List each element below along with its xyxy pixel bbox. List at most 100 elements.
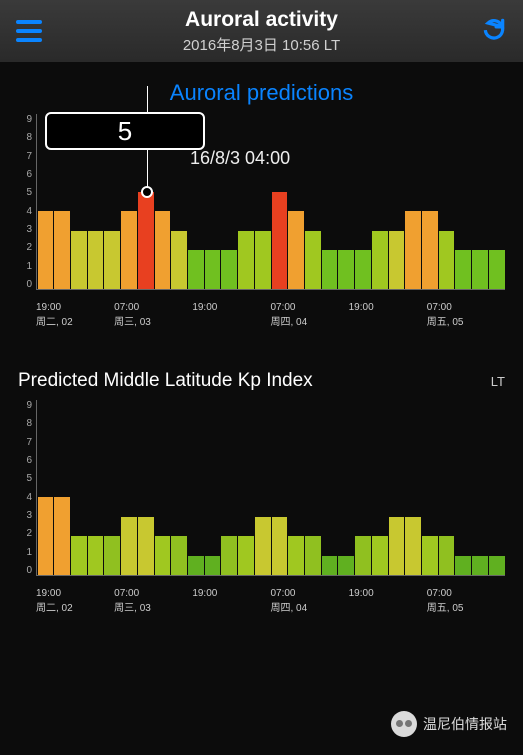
bar bbox=[422, 211, 438, 289]
bar bbox=[372, 536, 388, 575]
bar bbox=[372, 231, 388, 289]
y-tick: 1 bbox=[14, 547, 32, 558]
bar bbox=[405, 211, 421, 289]
bar bbox=[188, 250, 204, 289]
bar bbox=[305, 231, 321, 289]
x-label: 07:00周五, 05 bbox=[427, 302, 505, 328]
y-tick: 0 bbox=[14, 565, 32, 576]
y-tick: 7 bbox=[14, 437, 32, 448]
chart2-lt-label: LT bbox=[491, 374, 505, 389]
bar bbox=[439, 536, 455, 575]
chart2-x-labels: 19:00周二, 0207:00周三, 0319:0007:00周四, 0419… bbox=[36, 588, 505, 614]
bar bbox=[88, 536, 104, 575]
bar bbox=[88, 231, 104, 289]
bar bbox=[389, 517, 405, 575]
x-label: 19:00周二, 02 bbox=[36, 588, 114, 614]
bar bbox=[38, 211, 54, 289]
bar bbox=[205, 556, 221, 575]
tooltip-value: 5 bbox=[118, 116, 132, 147]
bar bbox=[238, 231, 254, 289]
chart2[interactable]: 0123456789 19:00周二, 0207:00周三, 0319:0007… bbox=[18, 400, 505, 600]
x-label: 19:00周二, 02 bbox=[36, 302, 114, 328]
crosshair-tooltip: 5 bbox=[45, 112, 205, 150]
bar bbox=[322, 250, 338, 289]
chart1-x-labels: 19:00周二, 0207:00周三, 0319:0007:00周四, 0419… bbox=[36, 302, 505, 328]
y-tick: 3 bbox=[14, 224, 32, 235]
header-titles: Auroral activity 2016年8月3日 10:56 LT bbox=[183, 8, 340, 55]
bar bbox=[305, 536, 321, 575]
bar bbox=[238, 536, 254, 575]
bar bbox=[38, 497, 54, 575]
bar bbox=[104, 231, 120, 289]
menu-icon[interactable] bbox=[16, 20, 42, 42]
bar bbox=[405, 517, 421, 575]
bar bbox=[155, 211, 171, 289]
bar bbox=[288, 211, 304, 289]
x-label: 07:00周三, 03 bbox=[114, 588, 192, 614]
chart2-plot bbox=[36, 400, 505, 576]
bar bbox=[338, 250, 354, 289]
header-subtitle: 2016年8月3日 10:56 LT bbox=[183, 34, 340, 55]
y-tick: 3 bbox=[14, 510, 32, 521]
chart1-y-axis: 0 1 2 3 4 5 6 7 8 9 bbox=[14, 114, 32, 290]
bar bbox=[389, 231, 405, 289]
x-label: 07:00周五, 05 bbox=[427, 588, 505, 614]
y-tick: 1 bbox=[14, 261, 32, 272]
y-tick: 6 bbox=[14, 169, 32, 180]
bar bbox=[338, 556, 354, 575]
bar bbox=[71, 231, 87, 289]
crosshair-marker bbox=[141, 186, 153, 198]
y-tick: 9 bbox=[14, 114, 32, 125]
bar bbox=[138, 192, 154, 289]
x-label: 19:00 bbox=[192, 588, 270, 614]
y-tick: 7 bbox=[14, 151, 32, 162]
y-tick: 0 bbox=[14, 279, 32, 290]
bar bbox=[422, 536, 438, 575]
x-label: 07:00周三, 03 bbox=[114, 302, 192, 328]
bar bbox=[489, 556, 505, 575]
bar bbox=[472, 556, 488, 575]
x-label: 07:00周四, 04 bbox=[270, 588, 348, 614]
bar bbox=[355, 536, 371, 575]
bar bbox=[171, 536, 187, 575]
watermark: 温尼伯情报站 bbox=[391, 711, 507, 737]
chart2-y-axis: 0123456789 bbox=[14, 400, 32, 576]
bar bbox=[188, 556, 204, 575]
bar bbox=[54, 211, 70, 289]
bar bbox=[439, 231, 455, 289]
x-label: 19:00 bbox=[349, 302, 427, 328]
section-title: Auroral predictions bbox=[0, 80, 523, 106]
bar bbox=[221, 536, 237, 575]
bar bbox=[355, 250, 371, 289]
wechat-icon bbox=[391, 711, 417, 737]
bar bbox=[121, 211, 137, 289]
bar bbox=[489, 250, 505, 289]
bar bbox=[138, 517, 154, 575]
bar bbox=[322, 556, 338, 575]
app-header: Auroral activity 2016年8月3日 10:56 LT bbox=[0, 0, 523, 62]
bar bbox=[272, 192, 288, 289]
bar bbox=[288, 536, 304, 575]
x-label: 19:00 bbox=[349, 588, 427, 614]
bar bbox=[221, 250, 237, 289]
y-tick: 6 bbox=[14, 455, 32, 466]
bar bbox=[71, 536, 87, 575]
bar bbox=[455, 556, 471, 575]
y-tick: 8 bbox=[14, 418, 32, 429]
header-title: Auroral activity bbox=[183, 8, 340, 32]
y-tick: 5 bbox=[14, 187, 32, 198]
bar bbox=[171, 231, 187, 289]
x-label: 19:00 bbox=[192, 302, 270, 328]
bar bbox=[155, 536, 171, 575]
y-tick: 2 bbox=[14, 242, 32, 253]
watermark-text: 温尼伯情报站 bbox=[423, 714, 507, 734]
y-tick: 4 bbox=[14, 206, 32, 217]
refresh-icon[interactable] bbox=[481, 16, 507, 47]
bar bbox=[272, 517, 288, 575]
y-tick: 8 bbox=[14, 132, 32, 143]
bar bbox=[104, 536, 120, 575]
chart2-container: Predicted Middle Latitude Kp Index LT 01… bbox=[18, 370, 505, 600]
chart2-title: Predicted Middle Latitude Kp Index bbox=[18, 370, 313, 392]
bar bbox=[255, 231, 271, 289]
bar bbox=[472, 250, 488, 289]
